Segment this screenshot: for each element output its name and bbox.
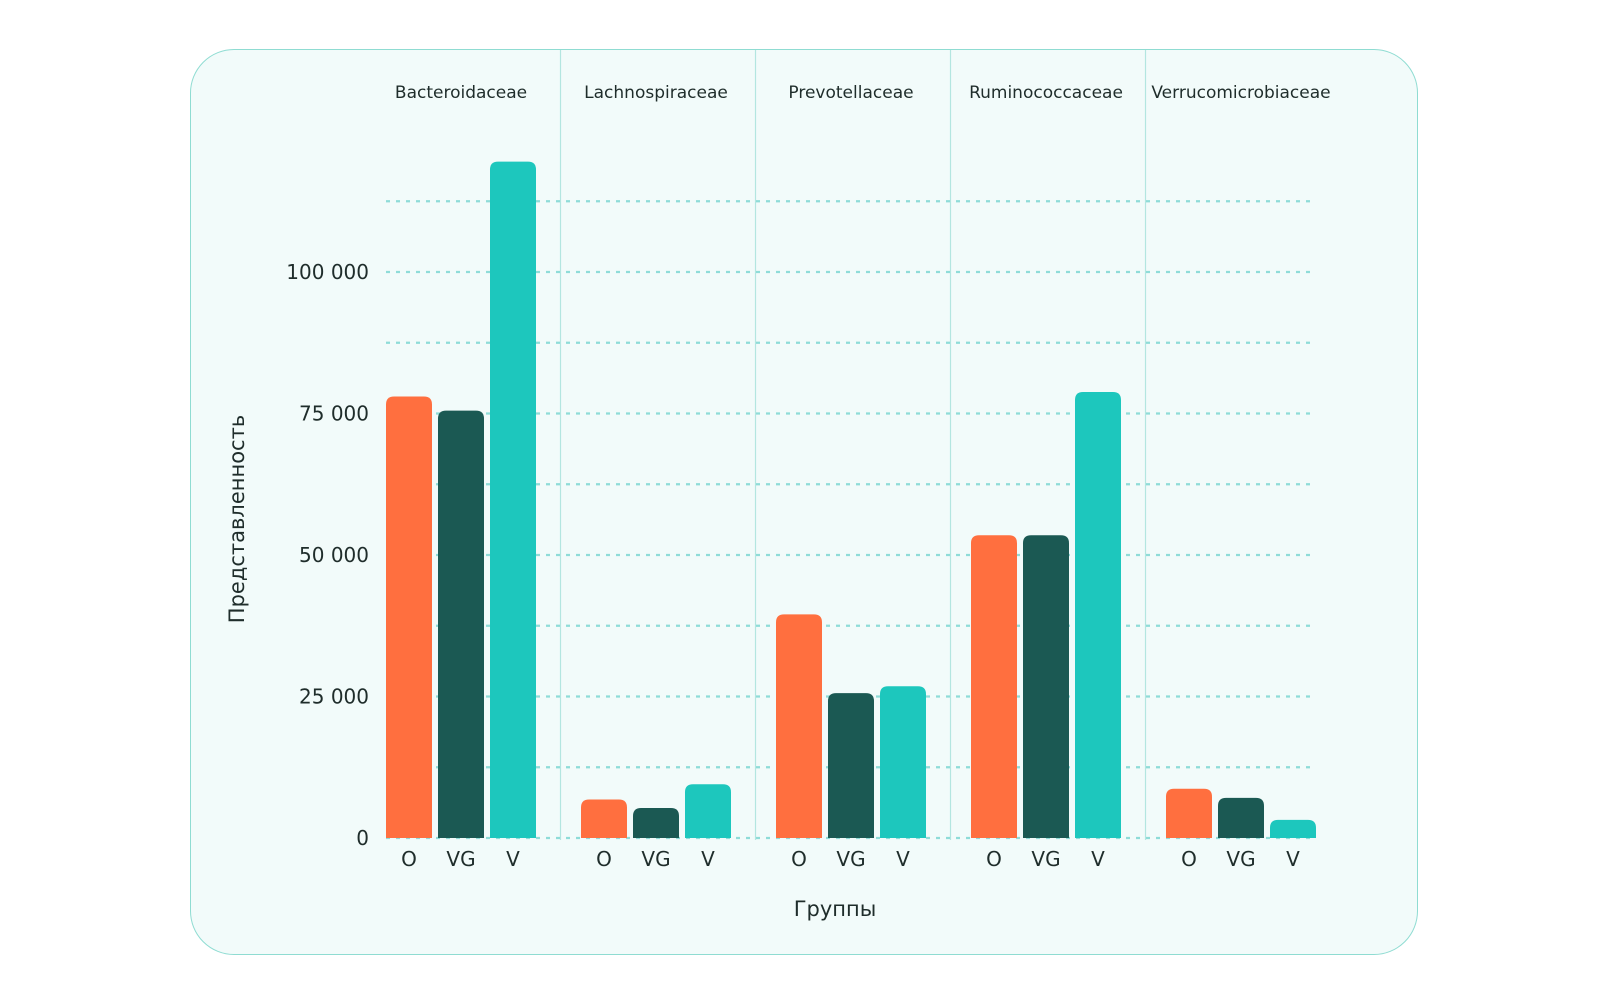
chart-card: 0 25 000 50 000 75 000 100 000 Bacteroidacea… xyxy=(190,49,1418,955)
bar-o xyxy=(971,535,1017,838)
group-label: V xyxy=(896,847,910,871)
x-axis-title: Группы xyxy=(794,897,877,921)
group-label: V xyxy=(701,847,715,871)
bar-vg xyxy=(828,693,874,838)
bar-v xyxy=(880,686,926,838)
bar-o xyxy=(581,799,627,838)
group-label: V xyxy=(1091,847,1105,871)
group-label: V xyxy=(506,847,520,871)
bar-v xyxy=(685,784,731,838)
group-label: V xyxy=(1286,847,1300,871)
bar-v xyxy=(490,161,536,838)
bar-o xyxy=(386,396,432,838)
category-titles: Bacteroidaceae Lachnospiraceae Prevotellac… xyxy=(395,83,1331,103)
group-label: VG xyxy=(641,847,670,871)
y-tick-labels: 0 25 000 50 000 75 000 100 000 xyxy=(286,260,369,850)
group-label: VG xyxy=(1226,847,1255,871)
group-label: VG xyxy=(1031,847,1060,871)
bar-vg xyxy=(1218,797,1264,838)
y-tick-label: 75 000 xyxy=(299,402,369,426)
bar-o xyxy=(776,614,822,838)
group-label: VG xyxy=(446,847,475,871)
y-tick-label: 50 000 xyxy=(299,543,369,567)
bar-vg xyxy=(633,808,679,838)
group-label: O xyxy=(791,847,807,871)
group-label: O xyxy=(401,847,417,871)
bar-vg xyxy=(438,410,484,838)
group-labels: O VG V O VG V O VG V O VG V O VG V xyxy=(401,847,1300,871)
group-label: O xyxy=(986,847,1002,871)
category-title: Lachnospiraceae xyxy=(584,83,728,103)
bar-chart: 0 25 000 50 000 75 000 100 000 Bacteroidacea… xyxy=(225,50,1331,921)
bar-v xyxy=(1270,819,1316,838)
y-tick-label: 25 000 xyxy=(299,685,369,709)
category-title: Ruminococcaceae xyxy=(969,83,1123,103)
y-tick-label: 100 000 xyxy=(286,260,369,284)
bar-v xyxy=(1075,391,1121,838)
bars xyxy=(386,161,1316,838)
group-label: VG xyxy=(836,847,865,871)
category-dividers xyxy=(559,50,1147,840)
y-tick-label: 0 xyxy=(356,826,369,850)
group-label: O xyxy=(596,847,612,871)
bar-vg xyxy=(1023,535,1069,838)
bar-o xyxy=(1166,788,1212,838)
category-title: Prevotellaceae xyxy=(788,83,913,103)
y-axis-title: Представленность xyxy=(225,415,249,623)
category-title: Verrucomicrobiaceae xyxy=(1151,83,1330,103)
group-label: O xyxy=(1181,847,1197,871)
category-title: Bacteroidaceae xyxy=(395,83,527,103)
